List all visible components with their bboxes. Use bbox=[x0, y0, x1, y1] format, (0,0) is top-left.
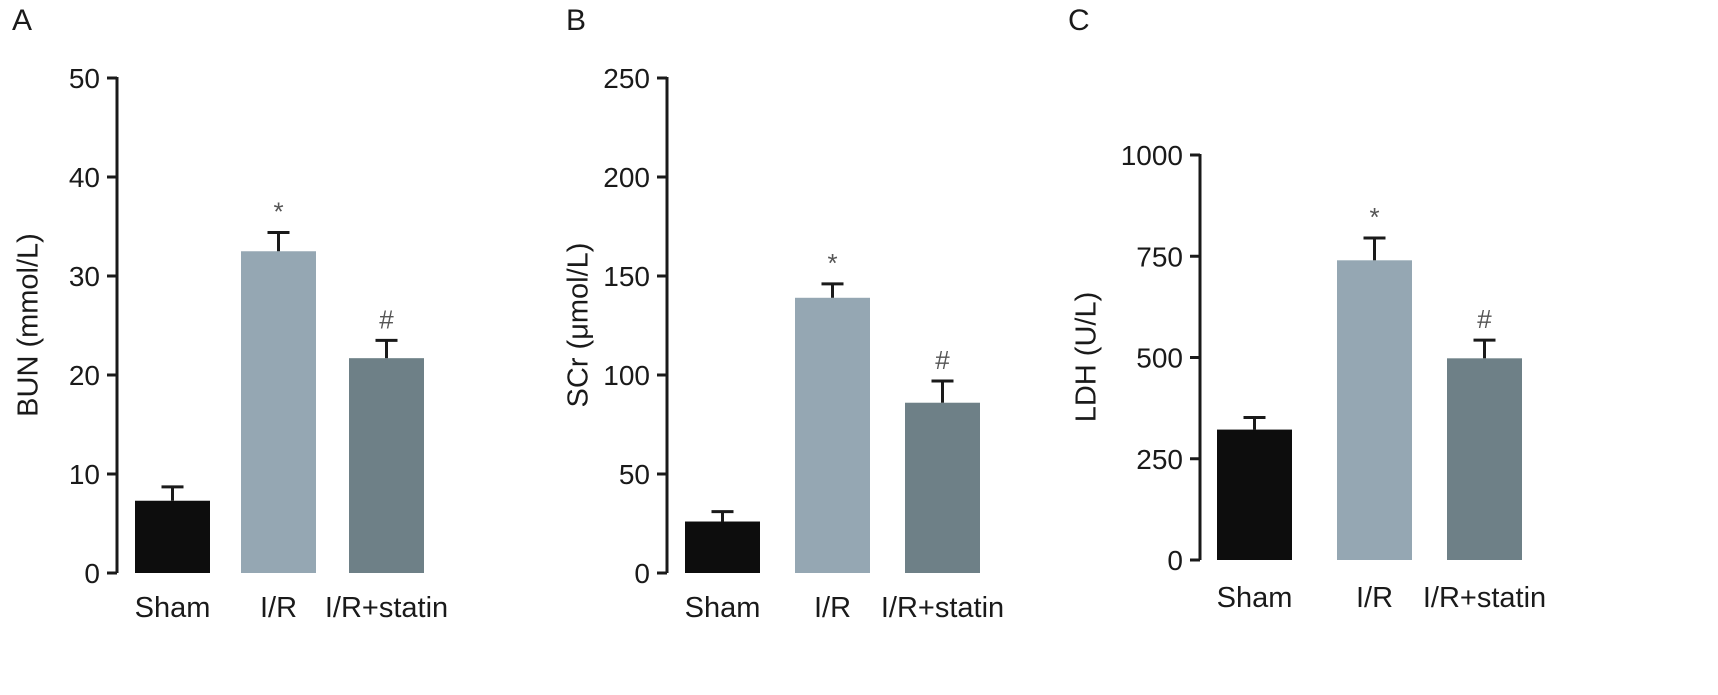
bar-i-r bbox=[241, 251, 316, 573]
y-tick-label: 50 bbox=[619, 459, 650, 490]
y-tick-label: 200 bbox=[603, 162, 650, 193]
bar-i-r bbox=[1337, 260, 1412, 560]
y-tick-label: 0 bbox=[1167, 545, 1183, 576]
significance-mark: * bbox=[273, 196, 283, 226]
y-tick-label: 1000 bbox=[1121, 140, 1183, 171]
significance-mark: * bbox=[1369, 202, 1379, 232]
significance-mark: # bbox=[379, 304, 394, 334]
x-category-label: Sham bbox=[135, 592, 211, 624]
y-tick-label: 250 bbox=[1136, 444, 1183, 475]
chart-panel-a: A 0 10 20 30 40 50 BUN (mmol/L) Sham * I/R # I/R+sta… bbox=[12, 4, 448, 624]
x-category-label: I/R+statin bbox=[881, 592, 1004, 624]
x-category-label: I/R bbox=[814, 592, 851, 624]
significance-mark: * bbox=[827, 248, 837, 278]
chart-panel-b: B 0 50 100 150 200 250 SCr (μmol/L) Sham * I/R # I/R… bbox=[563, 4, 1005, 624]
significance-mark: # bbox=[935, 345, 950, 375]
y-tick-label: 10 bbox=[69, 459, 100, 490]
y-tick-label: 0 bbox=[634, 558, 650, 589]
panel-letter: A bbox=[12, 4, 32, 37]
bar-sham bbox=[1217, 429, 1292, 560]
y-axis-title: BUN (mmol/L) bbox=[13, 233, 45, 417]
chart-panel-c: C 0 250 500 750 1000 LDH (U/L) Sham * I/R # I/R+sta… bbox=[1068, 4, 1546, 614]
x-category-label: I/R bbox=[1356, 582, 1393, 614]
x-category-label: I/R bbox=[260, 592, 297, 624]
y-tick-label: 250 bbox=[603, 63, 650, 94]
bar-i-r-statin bbox=[905, 402, 980, 573]
panel-letter: C bbox=[1068, 4, 1090, 37]
significance-mark: # bbox=[1477, 304, 1492, 334]
x-category-label: Sham bbox=[685, 592, 761, 624]
bar-i-r bbox=[795, 297, 870, 573]
x-category-label: Sham bbox=[1217, 582, 1293, 614]
bar-sham bbox=[685, 521, 760, 573]
y-axis-title: LDH (U/L) bbox=[1071, 292, 1103, 423]
bar-i-r-statin bbox=[349, 358, 424, 573]
y-tick-label: 750 bbox=[1136, 241, 1183, 272]
y-tick-label: 50 bbox=[69, 63, 100, 94]
bar-sham bbox=[135, 500, 210, 573]
y-tick-label: 30 bbox=[69, 261, 100, 292]
bar-i-r-statin bbox=[1447, 358, 1522, 560]
y-tick-label: 150 bbox=[603, 261, 650, 292]
y-tick-label: 100 bbox=[603, 360, 650, 391]
x-category-label: I/R+statin bbox=[1423, 582, 1546, 614]
y-tick-label: 500 bbox=[1136, 343, 1183, 374]
y-tick-label: 20 bbox=[69, 360, 100, 391]
y-axis-title: SCr (μmol/L) bbox=[563, 243, 595, 408]
y-tick-label: 40 bbox=[69, 162, 100, 193]
x-category-label: I/R+statin bbox=[325, 592, 448, 624]
panel-letter: B bbox=[566, 4, 586, 37]
y-tick-label: 0 bbox=[84, 558, 100, 589]
